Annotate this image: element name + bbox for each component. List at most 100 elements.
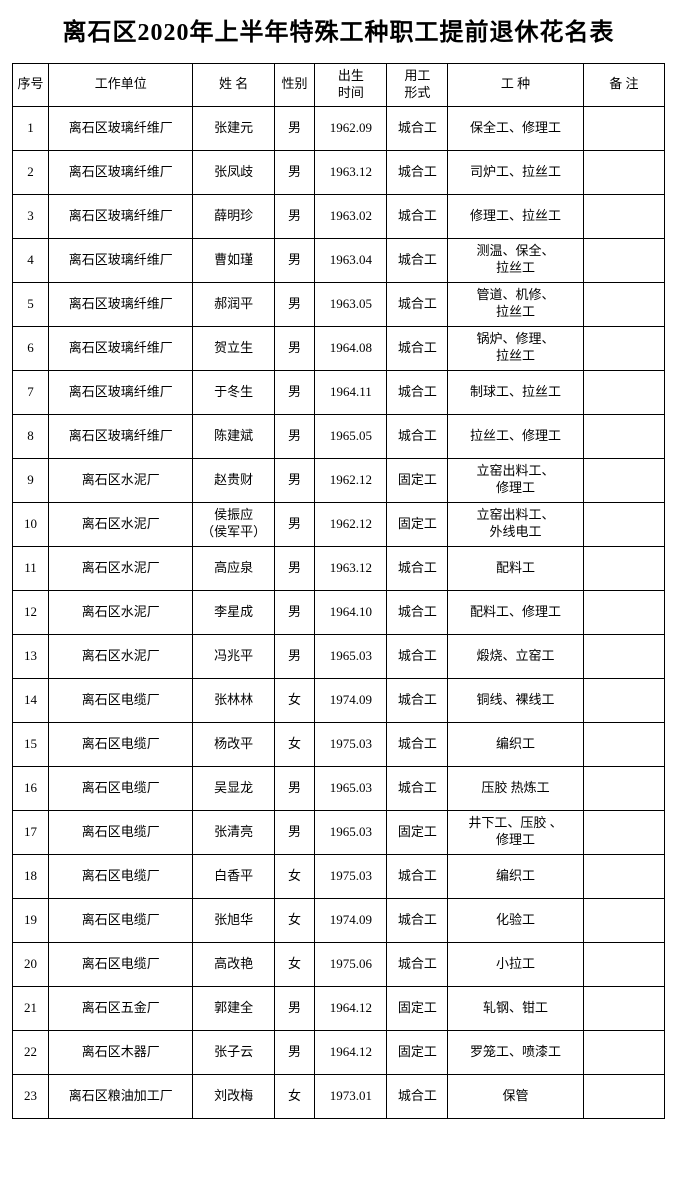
cell-remark (583, 634, 664, 678)
cell-birth: 1963.12 (315, 546, 387, 590)
cell-work: 罗笼工、喷漆工 (448, 1030, 583, 1074)
cell-unit: 离石区水泥厂 (49, 590, 193, 634)
table-row: 12离石区水泥厂李星成男1964.10城合工配料工、修理工 (13, 590, 665, 634)
cell-unit: 离石区玻璃纤维厂 (49, 326, 193, 370)
cell-unit: 离石区电缆厂 (49, 898, 193, 942)
cell-remark (583, 810, 664, 854)
cell-seq: 16 (13, 766, 49, 810)
page-title: 离石区2020年上半年特殊工种职工提前退休花名表 (12, 12, 665, 47)
cell-name: 郭建全 (193, 986, 274, 1030)
cell-name: 张建元 (193, 106, 274, 150)
cell-unit: 离石区玻璃纤维厂 (49, 370, 193, 414)
table-row: 21离石区五金厂郭建全男1964.12固定工轧钢、钳工 (13, 986, 665, 1030)
cell-name: 薛明珍 (193, 194, 274, 238)
cell-work: 压胶 热炼工 (448, 766, 583, 810)
cell-employ: 城合工 (387, 546, 448, 590)
cell-name: 刘改梅 (193, 1074, 274, 1118)
cell-name: 张林林 (193, 678, 274, 722)
cell-employ: 城合工 (387, 590, 448, 634)
cell-unit: 离石区玻璃纤维厂 (49, 106, 193, 150)
cell-unit: 离石区五金厂 (49, 986, 193, 1030)
cell-gender: 男 (274, 766, 315, 810)
cell-work: 锅炉、修理、拉丝工 (448, 326, 583, 370)
cell-unit: 离石区木器厂 (49, 1030, 193, 1074)
cell-seq: 22 (13, 1030, 49, 1074)
cell-work: 测温、保全、拉丝工 (448, 238, 583, 282)
cell-employ: 城合工 (387, 1074, 448, 1118)
cell-seq: 19 (13, 898, 49, 942)
cell-gender: 男 (274, 810, 315, 854)
cell-unit: 离石区玻璃纤维厂 (49, 150, 193, 194)
cell-work: 编织工 (448, 854, 583, 898)
table-row: 14离石区电缆厂张林林女1974.09城合工铜线、裸线工 (13, 678, 665, 722)
cell-name: 白香平 (193, 854, 274, 898)
cell-work: 配料工 (448, 546, 583, 590)
cell-birth: 1962.12 (315, 458, 387, 502)
cell-seq: 2 (13, 150, 49, 194)
cell-unit: 离石区粮油加工厂 (49, 1074, 193, 1118)
cell-employ: 城合工 (387, 326, 448, 370)
roster-table: 序号 工作单位 姓 名 性别 出生时间 用工形式 工 种 备 注 1离石区玻璃纤… (12, 63, 665, 1119)
cell-remark (583, 766, 664, 810)
cell-gender: 男 (274, 590, 315, 634)
table-row: 15离石区电缆厂杨改平女1975.03城合工编织工 (13, 722, 665, 766)
cell-work: 管道、机修、拉丝工 (448, 282, 583, 326)
cell-gender: 男 (274, 458, 315, 502)
table-row: 2离石区玻璃纤维厂张凤歧男1963.12城合工司炉工、拉丝工 (13, 150, 665, 194)
cell-gender: 男 (274, 106, 315, 150)
cell-remark (583, 1074, 664, 1118)
cell-remark (583, 414, 664, 458)
cell-birth: 1963.02 (315, 194, 387, 238)
cell-unit: 离石区水泥厂 (49, 502, 193, 546)
cell-employ: 城合工 (387, 854, 448, 898)
cell-work: 配料工、修理工 (448, 590, 583, 634)
cell-unit: 离石区电缆厂 (49, 810, 193, 854)
cell-name: 张清亮 (193, 810, 274, 854)
cell-work: 制球工、拉丝工 (448, 370, 583, 414)
table-row: 5离石区玻璃纤维厂郝润平男1963.05城合工管道、机修、拉丝工 (13, 282, 665, 326)
cell-remark (583, 546, 664, 590)
table-row: 9离石区水泥厂赵贵财男1962.12固定工立窑出料工、修理工 (13, 458, 665, 502)
cell-birth: 1963.12 (315, 150, 387, 194)
col-header-gender: 性别 (274, 64, 315, 107)
cell-remark (583, 326, 664, 370)
cell-employ: 固定工 (387, 1030, 448, 1074)
cell-employ: 城合工 (387, 634, 448, 678)
cell-employ: 固定工 (387, 502, 448, 546)
cell-birth: 1975.06 (315, 942, 387, 986)
cell-remark (583, 150, 664, 194)
cell-employ: 固定工 (387, 458, 448, 502)
col-header-birth: 出生时间 (315, 64, 387, 107)
cell-unit: 离石区玻璃纤维厂 (49, 194, 193, 238)
cell-work: 司炉工、拉丝工 (448, 150, 583, 194)
cell-work: 立窑出料工、修理工 (448, 458, 583, 502)
cell-employ: 城合工 (387, 370, 448, 414)
cell-name: 赵贵财 (193, 458, 274, 502)
cell-seq: 12 (13, 590, 49, 634)
cell-name: 杨改平 (193, 722, 274, 766)
cell-seq: 4 (13, 238, 49, 282)
cell-name: 吴显龙 (193, 766, 274, 810)
cell-name: 侯振应（侯军平） (193, 502, 274, 546)
cell-birth: 1974.09 (315, 898, 387, 942)
cell-seq: 21 (13, 986, 49, 1030)
table-row: 1离石区玻璃纤维厂张建元男1962.09城合工保全工、修理工 (13, 106, 665, 150)
cell-gender: 男 (274, 546, 315, 590)
cell-seq: 5 (13, 282, 49, 326)
cell-work: 小拉工 (448, 942, 583, 986)
cell-employ: 固定工 (387, 810, 448, 854)
table-row: 23离石区粮油加工厂刘改梅女1973.01城合工保管 (13, 1074, 665, 1118)
cell-work: 化验工 (448, 898, 583, 942)
cell-work: 保管 (448, 1074, 583, 1118)
cell-work: 编织工 (448, 722, 583, 766)
cell-name: 曹如瑾 (193, 238, 274, 282)
cell-seq: 15 (13, 722, 49, 766)
cell-work: 修理工、拉丝工 (448, 194, 583, 238)
cell-seq: 9 (13, 458, 49, 502)
cell-name: 于冬生 (193, 370, 274, 414)
cell-remark (583, 898, 664, 942)
cell-remark (583, 678, 664, 722)
cell-gender: 女 (274, 722, 315, 766)
cell-seq: 7 (13, 370, 49, 414)
table-row: 7离石区玻璃纤维厂于冬生男1964.11城合工制球工、拉丝工 (13, 370, 665, 414)
